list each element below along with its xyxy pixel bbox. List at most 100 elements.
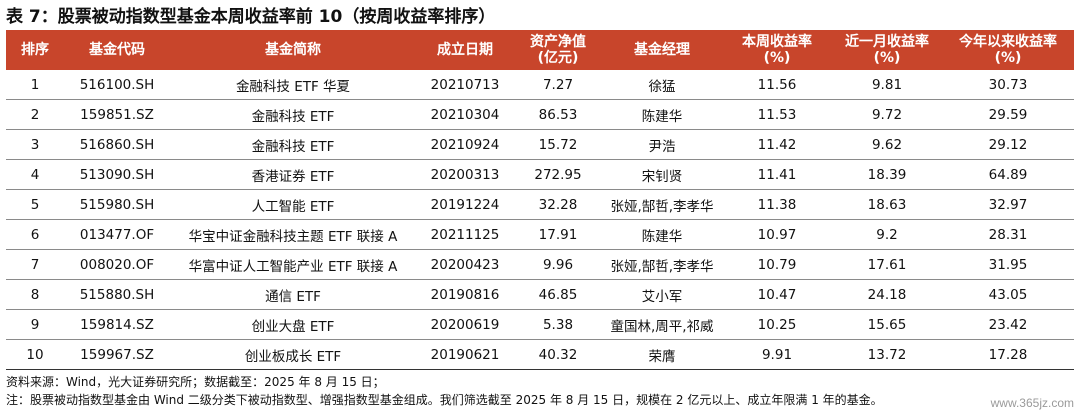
cell-inception-date: 20191224 [416,189,514,220]
cell-inception-date: 20190816 [416,279,514,310]
cell-weekly-return: 11.56 [722,70,832,100]
header-net-assets: 资产净值 (亿元) [514,30,602,70]
cell-fund-manager: 宋钊贤 [602,159,722,190]
cell-net-assets: 7.27 [514,70,602,100]
cell-ytd-return: 64.89 [942,159,1074,190]
cell-fund-name: 金融科技 ETF [170,129,416,160]
cell-weekly-return: 10.47 [722,279,832,310]
cell-rank: 3 [6,129,64,160]
cell-monthly-return: 17.61 [832,249,942,280]
header-rank: 排序 [6,30,64,70]
cell-weekly-return: 9.91 [722,339,832,370]
cell-fund-code: 159967.SZ [64,339,170,370]
cell-inception-date: 20210304 [416,99,514,130]
cell-monthly-return: 9.72 [832,99,942,130]
cell-weekly-return: 10.97 [722,219,832,250]
cell-monthly-return: 15.65 [832,309,942,340]
cell-weekly-return: 11.42 [722,129,832,160]
header-fund-manager: 基金经理 [602,30,722,70]
cell-fund-manager: 陈建华 [602,219,722,250]
cell-net-assets: 17.91 [514,219,602,250]
cell-fund-name: 通信 ETF [170,279,416,310]
cell-rank: 7 [6,249,64,280]
cell-rank: 8 [6,279,64,310]
cell-monthly-return: 18.63 [832,189,942,220]
explanatory-note: 注：股票被动指数型基金由 Wind 二级分类下被动指数型、增强指数型基金组成。我… [6,393,883,407]
cell-fund-code: 008020.OF [64,249,170,280]
cell-weekly-return: 11.53 [722,99,832,130]
cell-fund-code: 159851.SZ [64,99,170,130]
header-monthly-return: 近一月收益率 (%) [832,30,942,70]
cell-fund-name: 人工智能 ETF [170,189,416,220]
cell-monthly-return: 13.72 [832,339,942,370]
cell-ytd-return: 29.12 [942,129,1074,160]
cell-net-assets: 46.85 [514,279,602,310]
cell-net-assets: 272.95 [514,159,602,190]
cell-net-assets: 9.96 [514,249,602,280]
cell-fund-manager: 陈建华 [602,99,722,130]
cell-fund-code: 159814.SZ [64,309,170,340]
cell-fund-manager: 童国林,周平,祁威 [602,309,722,340]
cell-fund-code: 515880.SH [64,279,170,310]
header-inception-date: 成立日期 [416,30,514,70]
table-row: 2 159851.SZ 金融科技 ETF 20210304 86.53 陈建华 11.53 9… [6,99,1074,130]
cell-ytd-return: 30.73 [942,70,1074,100]
table-body: 1 516100.SH 金融科技 ETF 华夏 20210713 7.27 徐猛 11.56… [6,70,1074,370]
cell-ytd-return: 32.97 [942,189,1074,220]
cell-inception-date: 20210713 [416,70,514,100]
source-note: 资料来源：Wind，光大证券研究所；数据截至：2025 年 8 月 15 日； [6,375,385,389]
cell-monthly-return: 9.2 [832,219,942,250]
cell-inception-date: 20200423 [416,249,514,280]
cell-rank: 2 [6,99,64,130]
fund-table: 排序 基金代码 基金简称 成立日期 资产净值 (亿元) 基金经理 本周收益率 (… [6,30,1074,370]
cell-fund-name: 华富中证人工智能产业 ETF 联接 A [170,249,416,280]
table-row: 3 516860.SH 金融科技 ETF 20210924 15.72 尹浩 11.42 9.… [6,129,1074,160]
cell-rank: 4 [6,159,64,190]
cell-rank: 6 [6,219,64,250]
cell-weekly-return: 11.38 [722,189,832,220]
cell-ytd-return: 17.28 [942,339,1074,370]
cell-net-assets: 5.38 [514,309,602,340]
cell-ytd-return: 23.42 [942,309,1074,340]
cell-net-assets: 15.72 [514,129,602,160]
cell-weekly-return: 10.79 [722,249,832,280]
cell-fund-name: 华宝中证金融科技主题 ETF 联接 A [170,219,416,250]
cell-fund-code: 516100.SH [64,70,170,100]
cell-fund-name: 创业大盘 ETF [170,309,416,340]
cell-monthly-return: 18.39 [832,159,942,190]
cell-fund-manager: 尹浩 [602,129,722,160]
cell-net-assets: 32.28 [514,189,602,220]
cell-ytd-return: 43.05 [942,279,1074,310]
cell-net-assets: 86.53 [514,99,602,130]
cell-inception-date: 20200619 [416,309,514,340]
cell-fund-code: 516860.SH [64,129,170,160]
cell-ytd-return: 29.59 [942,99,1074,130]
footnotes: 资料来源：Wind，光大证券研究所；数据截至：2025 年 8 月 15 日； … [6,373,883,409]
header-fund-code: 基金代码 [64,30,170,70]
table-row: 4 513090.SH 香港证券 ETF 20200313 272.95 宋钊贤 11.41… [6,159,1074,190]
cell-ytd-return: 28.31 [942,219,1074,250]
cell-rank: 1 [6,70,64,100]
cell-monthly-return: 9.81 [832,70,942,100]
table-row: 1 516100.SH 金融科技 ETF 华夏 20210713 7.27 徐猛 11.56… [6,70,1074,100]
cell-inception-date: 20210924 [416,129,514,160]
cell-inception-date: 20200313 [416,159,514,190]
cell-fund-name: 香港证券 ETF [170,159,416,190]
cell-inception-date: 20211125 [416,219,514,250]
cell-rank: 9 [6,309,64,340]
cell-rank: 10 [6,339,64,370]
header-fund-name: 基金简称 [170,30,416,70]
cell-rank: 5 [6,189,64,220]
table-row: 5 515980.SH 人工智能 ETF 20191224 32.28 张娅,郜哲,李孝华… [6,189,1074,220]
table-row: 9 159814.SZ 创业大盘 ETF 20200619 5.38 童国林,周平,祁威 1… [6,309,1074,340]
cell-fund-code: 013477.OF [64,219,170,250]
cell-inception-date: 20190621 [416,339,514,370]
cell-fund-code: 515980.SH [64,189,170,220]
cell-fund-name: 创业板成长 ETF [170,339,416,370]
cell-monthly-return: 24.18 [832,279,942,310]
cell-fund-name: 金融科技 ETF [170,99,416,130]
cell-net-assets: 40.32 [514,339,602,370]
header-ytd-return: 今年以来收益率 (%) [942,30,1074,70]
cell-fund-code: 513090.SH [64,159,170,190]
table-row: 7 008020.OF 华富中证人工智能产业 ETF 联接 A 20200423 9.9… [6,249,1074,280]
